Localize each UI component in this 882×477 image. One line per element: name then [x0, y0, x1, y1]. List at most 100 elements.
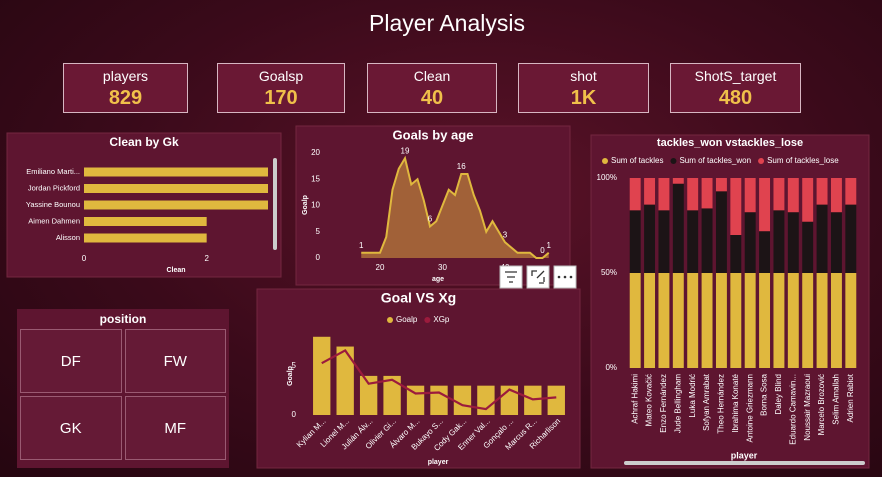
- bar: [84, 184, 268, 193]
- filter-icon[interactable]: [499, 265, 523, 289]
- bar-segment: [687, 210, 699, 273]
- scrollbar: [624, 461, 865, 465]
- bar-segment: [715, 178, 727, 192]
- y-axis-label: Goalp: [287, 366, 294, 386]
- kpi-card: Goalsp 170: [217, 63, 345, 113]
- slicer-item[interactable]: FW: [124, 329, 226, 393]
- kpi-label: Clean: [413, 68, 451, 84]
- page-title: Player Analysis: [369, 10, 525, 36]
- bar-segment: [845, 178, 857, 205]
- y-tick-label: 0%: [605, 363, 617, 372]
- line: [321, 349, 557, 411]
- bar-segment: [816, 204, 828, 273]
- category-label: Borna Sosa: [760, 373, 769, 415]
- kpi-card: shot 1K: [518, 63, 649, 113]
- bar: [477, 385, 495, 415]
- legend-label: Sum of tackles: [611, 156, 663, 165]
- category-label: Noussair Mazraoui: [803, 374, 812, 441]
- bar-segment: [672, 183, 684, 273]
- chart-title: tackles_won vstackles_lose: [657, 137, 803, 149]
- category-label: Jude Bellingham: [673, 374, 682, 433]
- kpi-label: players: [102, 68, 149, 84]
- chart-title: Goal VS Xg: [381, 290, 456, 306]
- bar: [383, 375, 401, 415]
- bar-segment: [744, 212, 756, 273]
- y-tick-label: 10: [311, 201, 320, 210]
- bar-segment: [845, 273, 857, 368]
- bar-segment: [644, 204, 656, 273]
- kpi-value: 170: [264, 87, 298, 109]
- kpi-label: Goalsp: [258, 68, 304, 84]
- category-label: Aimen Dahmen: [28, 216, 80, 225]
- bar-segment: [730, 178, 742, 235]
- bar-segment: [830, 273, 842, 368]
- bar-segment: [773, 273, 785, 368]
- bar-segment: [744, 178, 756, 213]
- bar: [453, 385, 472, 415]
- bar-segment: [701, 178, 713, 209]
- y-tick-label: 5: [292, 361, 297, 370]
- bar: [84, 200, 268, 210]
- bar-segment: [830, 212, 842, 273]
- bar-segment: [773, 178, 785, 211]
- x-tick-label: 0: [82, 254, 87, 263]
- x-axis-label: Clean: [166, 267, 185, 274]
- slicer-item[interactable]: DF: [20, 329, 122, 393]
- bar: [84, 167, 268, 177]
- slicer-item[interactable]: MF: [124, 396, 226, 460]
- chart-title: Goals by age: [393, 127, 474, 142]
- bar-segment: [701, 208, 713, 273]
- x-axis-label: player: [428, 459, 449, 466]
- kpi-card: ShotS_target 480: [670, 63, 801, 113]
- legend-swatch: [387, 317, 393, 323]
- bar: [336, 346, 354, 415]
- category-label: Antoine Griezmann: [745, 374, 754, 442]
- bar-segment: [816, 178, 828, 205]
- legend-label: Goalp: [396, 315, 418, 324]
- bar-segment: [629, 273, 641, 368]
- bar-segment: [802, 273, 814, 368]
- bar-segment: [802, 221, 814, 273]
- x-axis-label: age: [432, 276, 444, 283]
- category-label: Ibrahima Konaté: [731, 373, 740, 432]
- y-tick-label: 20: [311, 148, 320, 157]
- bar-segment: [845, 204, 857, 273]
- data-label: 19: [401, 146, 410, 155]
- y-tick-label: 50%: [601, 268, 617, 277]
- category-label: Daley Blind: [774, 374, 783, 414]
- bar-segment: [802, 178, 814, 222]
- legend-label: Sum of tackles_won: [679, 156, 751, 165]
- data-label: 6: [428, 215, 433, 224]
- kpi-label: ShotS_target: [694, 68, 777, 84]
- bar-segment: [687, 273, 699, 368]
- slicer-item[interactable]: GK: [20, 396, 122, 460]
- category-label: Jordan Pickford: [28, 183, 80, 192]
- bar-segment: [644, 178, 656, 205]
- category-label: Sofyan Amrabat: [702, 373, 711, 431]
- data-label: 16: [457, 162, 466, 171]
- x-tick-label: 20: [376, 263, 385, 272]
- x-tick-label: 2: [204, 254, 209, 263]
- category-label: Marcelo Brozović: [817, 374, 826, 435]
- bar: [84, 217, 207, 226]
- bar-segment: [773, 210, 785, 273]
- position-slicer: position DF FW GK MF: [17, 309, 229, 468]
- category-label: Achraf Hakimi: [630, 374, 639, 424]
- bar-segment: [687, 178, 699, 211]
- x-tick-label: 30: [438, 263, 447, 272]
- bar: [84, 233, 207, 243]
- chart-title: Clean by Gk: [109, 135, 179, 149]
- y-tick-label: 0: [292, 410, 297, 419]
- bar-segment: [629, 210, 641, 273]
- legend-label: Sum of tackles_lose: [767, 156, 839, 165]
- bar-segment: [658, 273, 670, 368]
- category-label: Theo Hernández: [717, 374, 726, 434]
- slicer-grid: DF FW GK MF: [20, 329, 226, 460]
- category-label: Adrien Rabiot: [846, 373, 855, 422]
- more-icon[interactable]: [553, 265, 577, 289]
- kpi-value: 1K: [570, 87, 597, 109]
- focus-icon[interactable]: [526, 265, 550, 289]
- area-line: [361, 155, 550, 259]
- panel: [256, 288, 581, 469]
